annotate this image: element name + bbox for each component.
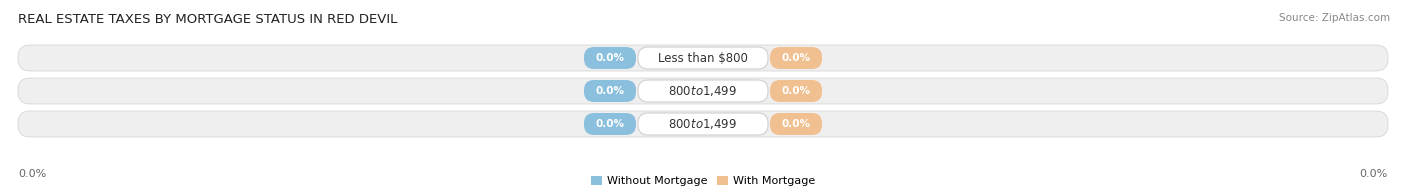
- FancyBboxPatch shape: [18, 111, 1388, 137]
- Legend: Without Mortgage, With Mortgage: Without Mortgage, With Mortgage: [586, 171, 820, 191]
- FancyBboxPatch shape: [770, 47, 823, 69]
- Text: 0.0%: 0.0%: [782, 86, 810, 96]
- Text: 0.0%: 0.0%: [596, 119, 624, 129]
- FancyBboxPatch shape: [770, 113, 823, 135]
- FancyBboxPatch shape: [583, 80, 636, 102]
- Text: $800 to $1,499: $800 to $1,499: [668, 117, 738, 131]
- FancyBboxPatch shape: [638, 113, 768, 135]
- FancyBboxPatch shape: [770, 80, 823, 102]
- Text: 0.0%: 0.0%: [1360, 169, 1388, 179]
- FancyBboxPatch shape: [18, 78, 1388, 104]
- Text: 0.0%: 0.0%: [782, 53, 810, 63]
- Text: 0.0%: 0.0%: [18, 169, 46, 179]
- Text: 0.0%: 0.0%: [596, 53, 624, 63]
- Text: 0.0%: 0.0%: [596, 86, 624, 96]
- FancyBboxPatch shape: [583, 113, 636, 135]
- Text: 0.0%: 0.0%: [782, 119, 810, 129]
- Text: Source: ZipAtlas.com: Source: ZipAtlas.com: [1279, 13, 1391, 23]
- FancyBboxPatch shape: [638, 80, 768, 102]
- Text: REAL ESTATE TAXES BY MORTGAGE STATUS IN RED DEVIL: REAL ESTATE TAXES BY MORTGAGE STATUS IN …: [18, 13, 398, 26]
- Text: Less than $800: Less than $800: [658, 52, 748, 64]
- FancyBboxPatch shape: [18, 45, 1388, 71]
- FancyBboxPatch shape: [638, 47, 768, 69]
- FancyBboxPatch shape: [583, 47, 636, 69]
- Text: $800 to $1,499: $800 to $1,499: [668, 84, 738, 98]
